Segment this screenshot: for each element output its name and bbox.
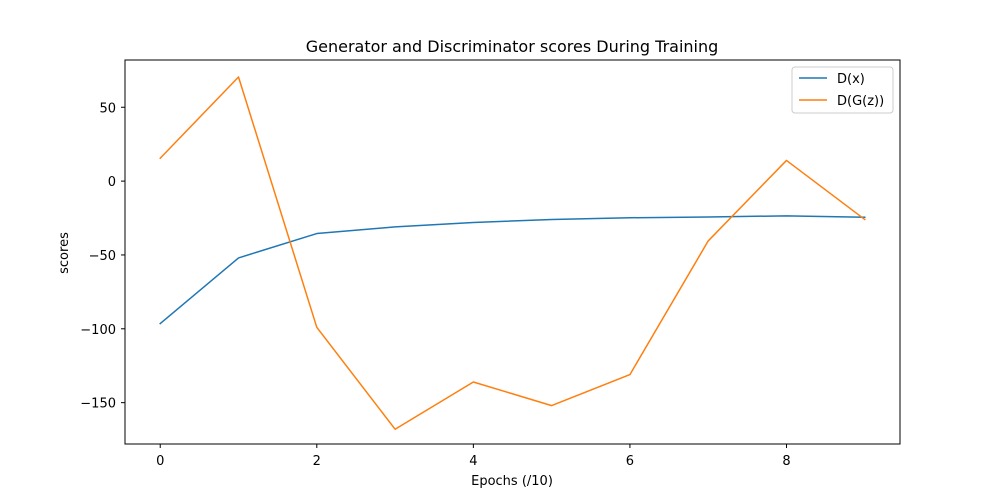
y-tick-label: 0 <box>108 175 116 190</box>
series-line-1 <box>159 76 866 430</box>
legend-label-0: D(x) <box>837 72 865 87</box>
x-tick-label: 2 <box>313 454 321 469</box>
chart-title: Generator and Discriminator scores Durin… <box>306 37 719 56</box>
y-axis: 50 0 −50 −100 −150 <box>80 101 125 412</box>
plot-frame <box>124 59 901 445</box>
x-tick-label: 8 <box>782 454 790 469</box>
legend: D(x) D(G(z)) <box>791 66 894 114</box>
x-axis-label: Epochs (/10) <box>471 474 553 489</box>
y-tick-label: −100 <box>80 323 116 338</box>
y-tick-label: 50 <box>99 101 116 116</box>
x-tick-label: 0 <box>156 454 164 469</box>
y-tick-label: −50 <box>89 249 116 264</box>
legend-label-1: D(G(z)) <box>837 94 884 109</box>
series-layer <box>159 76 866 430</box>
x-axis: 0 2 4 6 8 <box>156 444 791 469</box>
x-tick-label: 6 <box>626 454 634 469</box>
series-line-0 <box>159 215 866 325</box>
y-axis-label: scores <box>57 232 72 274</box>
x-tick-label: 4 <box>469 454 477 469</box>
y-tick-label: −150 <box>80 397 116 412</box>
